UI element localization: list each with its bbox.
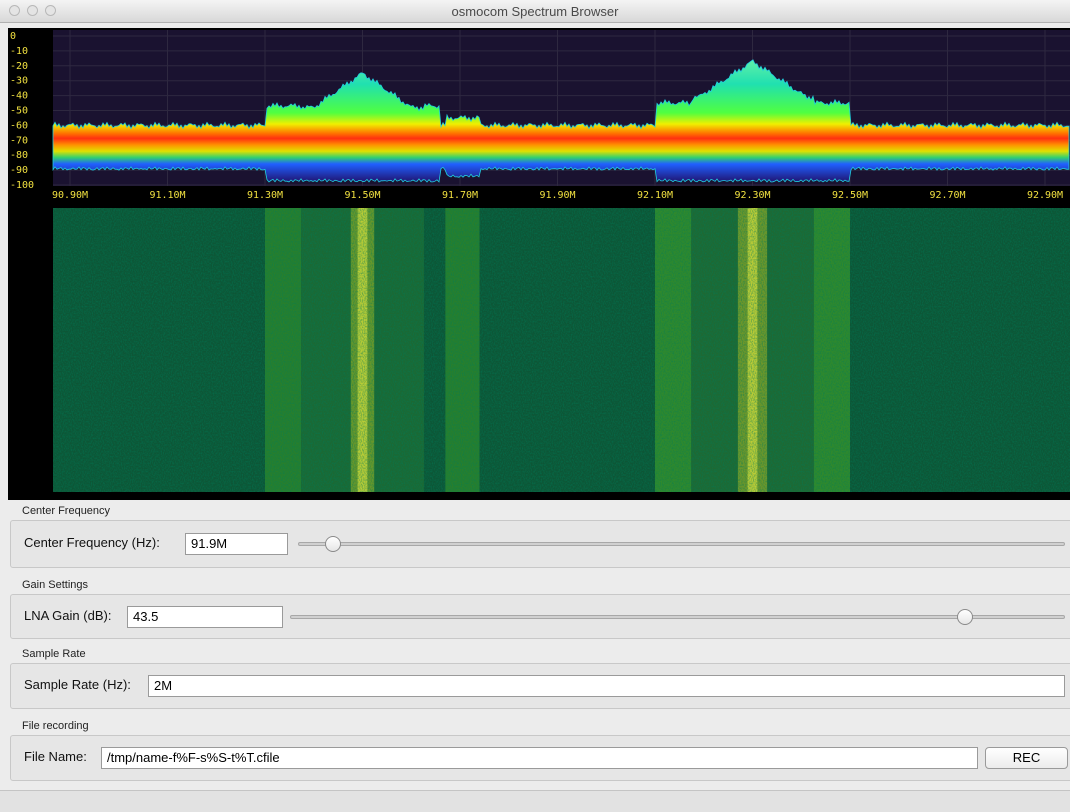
slider-track [290, 614, 1065, 619]
text-input[interactable]: 2M [148, 675, 1065, 697]
y-axis-label: -30 [10, 76, 28, 87]
field-label: LNA Gain (dB): [24, 607, 112, 623]
waterfall-noise [53, 208, 1070, 492]
y-axis-label: -100 [10, 180, 34, 191]
slider-knob[interactable] [957, 608, 973, 625]
close-button[interactable] [9, 5, 20, 16]
field-label: Center Frequency (Hz): [24, 535, 160, 550]
status-bar [0, 790, 1070, 812]
x-axis-label: 92.70M [929, 190, 965, 201]
y-axis-label: -60 [10, 120, 28, 131]
x-axis-label: 91.10M [149, 190, 185, 201]
minimize-button[interactable] [27, 5, 38, 16]
slider-knob[interactable] [325, 536, 341, 552]
text-input[interactable]: /tmp/name-f%F-s%S-t%T.cfile [101, 747, 978, 769]
group-title: Center Frequency [22, 505, 111, 517]
x-axis-label: 90.90M [52, 190, 88, 201]
spectrum-display: 0 -10 -20 -30 -40 -50 -60 -70 -80 -90 -100 90.90M 91… [8, 28, 1070, 500]
x-axis-label: 91.50M [344, 190, 380, 201]
y-axis-label: -90 [10, 165, 28, 176]
x-axis-label: 91.70M [442, 190, 478, 201]
title-bar: osmocom Spectrum Browser [0, 0, 1070, 23]
group-title: Gain Settings [22, 579, 89, 591]
group-title: File recording [22, 720, 89, 732]
y-axis-label: -50 [10, 106, 28, 117]
x-axis-label: 92.90M [1027, 190, 1063, 201]
spectrum-trace [52, 59, 1070, 183]
y-axis-label: -70 [10, 135, 28, 146]
text-input[interactable]: 91.9M [185, 533, 288, 555]
x-axis-label: 91.30M [247, 190, 283, 201]
y-axis-label: -40 [10, 91, 28, 102]
y-axis-label: -80 [10, 150, 28, 161]
y-axis-label: 0 [10, 31, 16, 42]
window-title: osmocom Spectrum Browser [451, 4, 619, 19]
record-button[interactable]: REC [985, 747, 1068, 769]
y-axis-label: -20 [10, 61, 28, 72]
x-axis-label: 92.50M [832, 190, 868, 201]
x-axis-label: 92.10M [637, 190, 673, 201]
y-axis-label: -10 [10, 46, 28, 57]
group-title: Sample Rate [22, 648, 86, 660]
x-axis-label: 91.90M [539, 190, 575, 201]
text-input[interactable]: 43.5 [127, 605, 283, 628]
slider-track [298, 542, 1065, 546]
zoom-button[interactable] [45, 5, 56, 16]
x-axis-label: 92.30M [734, 190, 770, 201]
field-label: File Name: [24, 749, 87, 764]
field-label: Sample Rate (Hz): [24, 677, 131, 692]
